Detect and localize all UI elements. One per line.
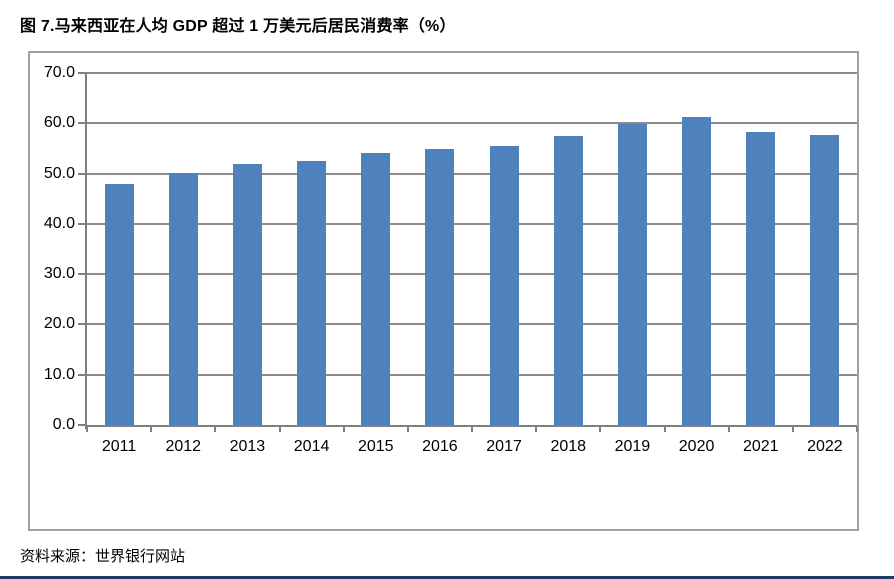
x-axis-tick (599, 427, 601, 432)
gridline (87, 323, 857, 326)
x-axis-tick (664, 427, 666, 432)
y-axis-label: 30.0 (43, 265, 75, 283)
bar-2017 (490, 146, 519, 425)
y-axis-label: 70.0 (43, 64, 75, 81)
x-axis-label: 2017 (486, 438, 522, 455)
gridline (87, 273, 857, 276)
bar-2016 (425, 149, 454, 425)
x-axis-label: 2013 (229, 438, 266, 455)
bar-2011 (105, 184, 134, 425)
x-axis-tick (279, 427, 281, 432)
y-axis-label: 60.0 (43, 114, 75, 132)
y-axis-tick (78, 273, 85, 276)
y-axis-label: 0.0 (52, 416, 75, 433)
bar-2022 (810, 135, 839, 425)
gridline (87, 122, 857, 125)
y-axis-tick (78, 172, 85, 175)
y-axis-label: 40.0 (43, 214, 75, 232)
y-axis-tick (78, 424, 85, 426)
gridline (87, 172, 857, 175)
bottom-divider (0, 576, 894, 579)
bar-2021 (746, 132, 775, 425)
bar-2019 (618, 124, 647, 425)
x-axis-tick (728, 427, 730, 432)
bar-2020 (682, 117, 711, 425)
bar-2013 (233, 164, 262, 425)
x-axis-tick (150, 427, 152, 432)
y-axis-tick (78, 72, 85, 74)
y-axis-tick (78, 323, 85, 326)
x-axis-tick (471, 427, 473, 432)
bar-2014 (297, 161, 326, 425)
bar-2012 (169, 173, 198, 425)
x-axis-label: 2019 (614, 438, 651, 455)
plot-area: 0.0 10.0 20.0 30.0 40.0 50.0 60.0 70.0 2011 2012 2… (44, 65, 858, 455)
y-axis-tick (78, 122, 85, 125)
source-note: 资料来源：世界银行网站 (20, 548, 186, 565)
x-axis-tick (86, 427, 88, 432)
x-axis-tick (535, 427, 537, 432)
y-axis-label: 10.0 (43, 365, 75, 383)
gridline (87, 222, 857, 225)
x-axis-tick (856, 427, 858, 432)
y-axis-tick (78, 222, 85, 225)
x-axis-label: 2011 (101, 438, 137, 455)
x-axis-tick (214, 427, 216, 432)
x-axis-line (85, 425, 857, 427)
gridline (87, 72, 857, 74)
gridline (87, 373, 857, 376)
y-axis-line (85, 72, 87, 429)
y-axis-label: 20.0 (43, 315, 75, 333)
chart-frame: 0.0 10.0 20.0 30.0 40.0 50.0 60.0 70.0 2011 2012 2… (28, 51, 859, 531)
x-axis-tick (343, 427, 345, 432)
bar-2015 (361, 153, 390, 425)
x-axis-label: 2021 (742, 438, 779, 455)
y-axis-label: 50.0 (43, 164, 75, 182)
x-axis-label: 2018 (550, 438, 587, 455)
x-axis-label: 2014 (293, 438, 330, 455)
y-axis-tick (78, 373, 85, 376)
x-axis-label: 2015 (357, 438, 394, 455)
x-axis-label: 2022 (807, 438, 843, 455)
chart-title: 图 7.马来西亚在人均 GDP 超过 1 万美元后居民消费率（%） (20, 18, 456, 35)
x-axis-tick (407, 427, 409, 432)
x-axis-tick (792, 427, 794, 432)
x-axis-label: 2012 (165, 438, 202, 455)
x-axis-label: 2016 (422, 438, 458, 455)
x-axis-label: 2020 (678, 438, 715, 455)
bar-2018 (554, 136, 583, 425)
